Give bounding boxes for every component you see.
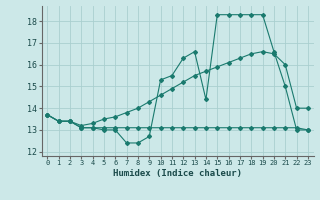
- X-axis label: Humidex (Indice chaleur): Humidex (Indice chaleur): [113, 169, 242, 178]
